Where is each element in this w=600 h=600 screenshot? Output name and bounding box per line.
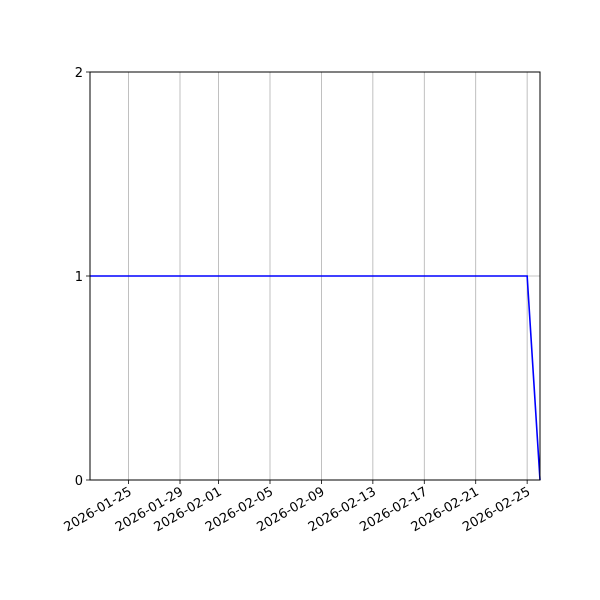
series-layer: [90, 275, 541, 481]
series-line: [90, 275, 541, 481]
y-tick-label: 0: [75, 474, 83, 489]
y-tick-label: 2: [75, 66, 83, 81]
y-tick-label: 1: [75, 270, 83, 285]
x-axis: 2026-01-252026-01-292026-02-012026-02-05…: [62, 480, 533, 535]
y-axis: 0 1 2: [75, 66, 90, 489]
